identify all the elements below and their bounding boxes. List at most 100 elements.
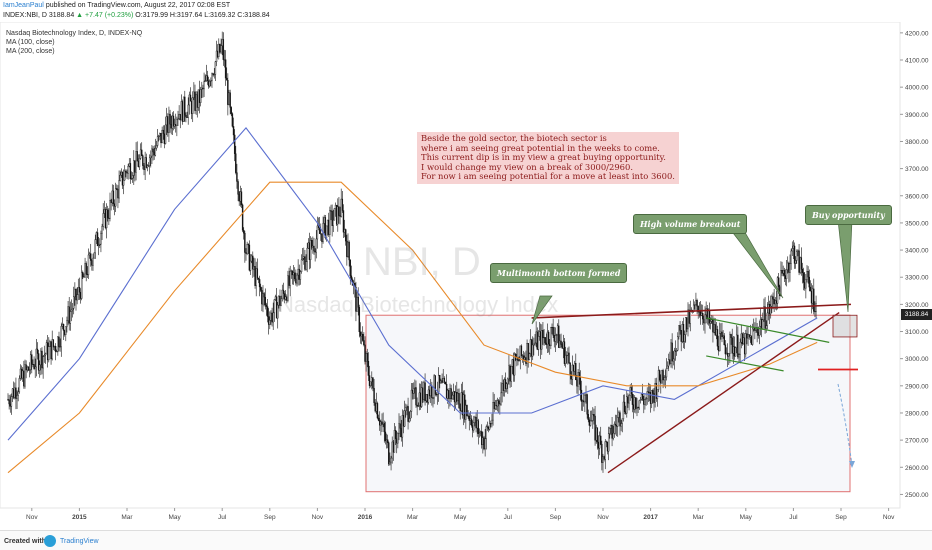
candle-body <box>600 435 602 445</box>
candle-body <box>577 372 579 387</box>
candle-body <box>547 331 550 345</box>
candle-body <box>146 165 149 168</box>
candle-body <box>36 348 39 354</box>
candle-body <box>728 353 730 357</box>
candle-body <box>749 335 752 338</box>
candle-body <box>18 378 21 393</box>
author-link[interactable]: IamJeanPaul <box>3 2 44 9</box>
candle-body <box>462 394 465 416</box>
candle-body <box>110 200 112 203</box>
candle-body <box>345 229 347 242</box>
candle-body <box>508 365 510 380</box>
candle-body <box>14 387 16 398</box>
candle-body <box>254 266 256 286</box>
candle-body <box>180 101 183 121</box>
x-tick-label: May <box>454 514 467 521</box>
candle-body <box>383 422 385 433</box>
candle-body <box>247 243 249 246</box>
candle-body <box>371 377 373 382</box>
candle-body <box>461 392 464 416</box>
tradingview-brand-link[interactable]: TradingView <box>60 538 99 545</box>
candle-body <box>464 394 466 420</box>
candle-body <box>435 393 438 395</box>
y-tick-label: 4200.00 <box>905 30 929 37</box>
candle-body <box>299 271 302 280</box>
last-price-tag: 3188.84 <box>901 309 932 320</box>
candle-body <box>190 101 193 114</box>
candle-body <box>545 342 548 345</box>
candle-body <box>573 363 576 372</box>
candle-body <box>318 227 321 234</box>
candle-body <box>405 407 407 411</box>
price-chart[interactable]: 2500.00 2600.00 2700.00 2800.00 2900.00 3000.… <box>0 22 932 530</box>
candle-body <box>780 270 782 296</box>
candle-body <box>333 208 336 221</box>
candle-body <box>487 426 490 430</box>
candle-body <box>454 392 457 403</box>
candle-body <box>289 270 291 286</box>
candle-body <box>470 418 473 426</box>
legend-ma200[interactable]: MA (200, close) <box>6 48 55 55</box>
candle-body <box>652 390 654 394</box>
candle-body <box>220 45 222 53</box>
x-tick-label: 2015 <box>72 514 87 521</box>
x-tick-label: Mar <box>693 514 705 521</box>
candle-body <box>703 318 705 324</box>
candle-body <box>815 303 817 312</box>
candle-body <box>773 299 775 305</box>
candle-body <box>413 388 415 394</box>
wedge-upper-line <box>706 317 830 343</box>
candle-body <box>424 382 426 401</box>
candle-body <box>417 405 419 407</box>
candle-body <box>757 332 759 336</box>
candle-body <box>790 250 792 264</box>
candle-body <box>775 300 778 304</box>
candle-body <box>677 336 679 351</box>
candle-body <box>103 209 106 214</box>
candle-body <box>124 170 126 181</box>
candle-body <box>167 116 169 133</box>
candle-body <box>10 396 13 407</box>
candle-body <box>363 340 365 346</box>
candle-body <box>627 396 629 404</box>
candle-body <box>556 325 559 335</box>
candle-body <box>473 422 475 431</box>
candle-body <box>813 288 815 312</box>
candle-body <box>606 442 609 452</box>
candle-body <box>343 229 346 233</box>
candle-body <box>165 116 168 126</box>
candle-body <box>511 359 514 367</box>
candle-body <box>263 293 265 298</box>
candle-body <box>111 190 113 203</box>
candle-body <box>612 433 614 439</box>
candle-body <box>661 370 663 384</box>
candle-body <box>364 344 366 362</box>
candle-body <box>716 329 719 347</box>
candle-body <box>311 240 313 248</box>
candle-body <box>593 414 595 417</box>
candle-body <box>315 238 317 253</box>
candle-body <box>549 343 551 347</box>
candle-body <box>65 326 67 335</box>
candle-body <box>80 272 83 299</box>
candle-body <box>733 346 736 357</box>
candle-body <box>358 307 361 333</box>
candle-body <box>151 148 153 157</box>
candle-body <box>193 91 195 98</box>
candle-body <box>425 394 427 401</box>
candle-body <box>7 399 9 401</box>
candle-body <box>638 400 640 409</box>
x-tick-label: Sep <box>264 514 276 521</box>
candle-body <box>482 437 484 445</box>
chart-panel[interactable]: 2500.00 2600.00 2700.00 2800.00 2900.00 3000.… <box>0 22 932 530</box>
legend-ma100[interactable]: MA (100, close) <box>6 39 55 46</box>
candle-body <box>382 422 384 425</box>
candle-body <box>374 402 376 412</box>
candle-body <box>362 333 364 341</box>
candle-body <box>150 155 152 159</box>
candle-body <box>440 380 442 384</box>
candle-body <box>129 163 132 180</box>
candle-body <box>643 399 645 405</box>
candle-body <box>632 404 635 410</box>
candle-body <box>713 324 715 333</box>
